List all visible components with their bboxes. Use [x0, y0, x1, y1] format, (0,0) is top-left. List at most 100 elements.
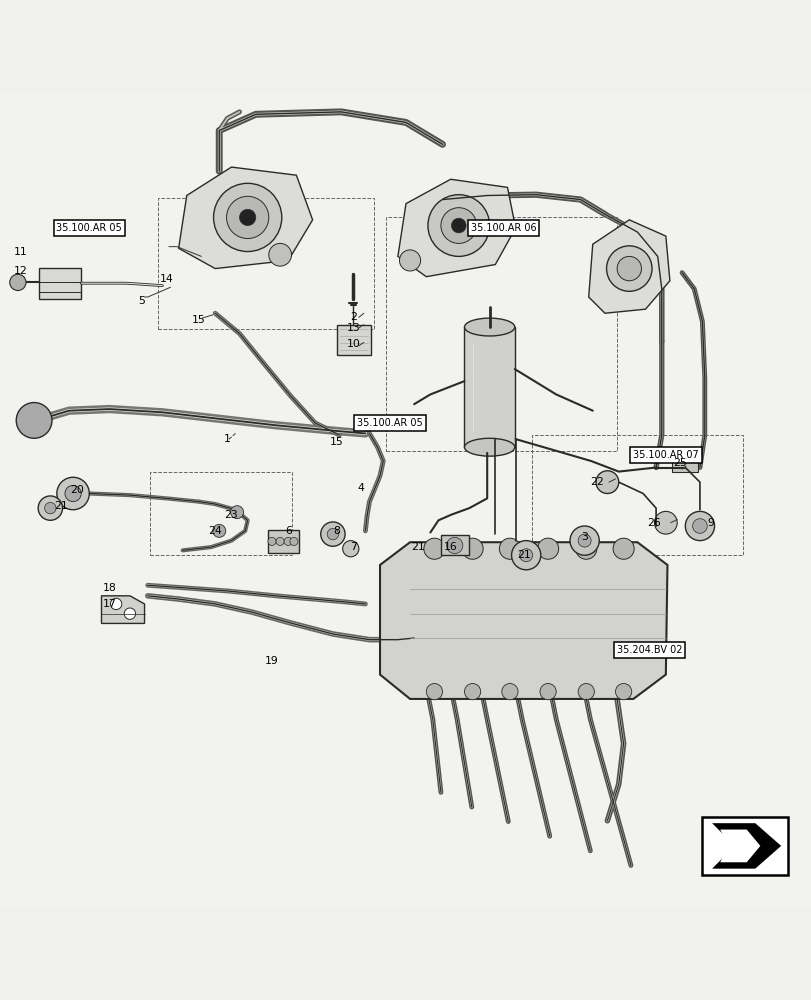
Text: 4: 4 — [358, 483, 364, 493]
Circle shape — [606, 246, 651, 291]
Circle shape — [57, 477, 89, 510]
Circle shape — [65, 485, 81, 502]
Circle shape — [342, 541, 358, 557]
Text: 24: 24 — [208, 526, 221, 536]
Circle shape — [692, 519, 706, 533]
Text: 21: 21 — [517, 550, 530, 560]
Bar — [672, 454, 697, 472]
Circle shape — [654, 511, 676, 534]
Circle shape — [499, 538, 520, 559]
Text: 17: 17 — [103, 599, 116, 609]
Circle shape — [539, 684, 556, 700]
Circle shape — [320, 522, 345, 546]
Text: 7: 7 — [350, 542, 356, 552]
Circle shape — [440, 208, 476, 243]
Circle shape — [327, 528, 338, 540]
Text: 35.100.AR 05: 35.100.AR 05 — [57, 223, 122, 233]
Text: 11: 11 — [14, 247, 27, 257]
Text: 5: 5 — [139, 296, 145, 306]
Text: 3: 3 — [581, 532, 587, 542]
Bar — [39, 268, 81, 299]
Polygon shape — [397, 179, 515, 277]
Circle shape — [461, 538, 483, 559]
Polygon shape — [178, 167, 312, 269]
Circle shape — [519, 549, 532, 562]
Circle shape — [423, 538, 444, 559]
Polygon shape — [711, 823, 780, 869]
Text: 35.204.BV 02: 35.204.BV 02 — [616, 645, 681, 655]
Text: 25: 25 — [673, 458, 686, 468]
Text: 13: 13 — [346, 323, 359, 333]
Circle shape — [615, 684, 631, 700]
Circle shape — [511, 541, 540, 570]
Text: 35.100.AR 07: 35.100.AR 07 — [633, 450, 697, 460]
Text: 16: 16 — [444, 542, 457, 552]
Bar — [464, 327, 514, 447]
Text: 9: 9 — [706, 518, 713, 528]
Text: 35.100.AR 05: 35.100.AR 05 — [357, 418, 422, 428]
Text: 26: 26 — [646, 518, 659, 528]
Circle shape — [464, 684, 480, 700]
Circle shape — [446, 537, 462, 554]
Circle shape — [427, 195, 489, 256]
Circle shape — [451, 218, 466, 233]
Ellipse shape — [464, 438, 514, 456]
Circle shape — [399, 250, 420, 271]
Polygon shape — [719, 830, 759, 862]
Circle shape — [124, 608, 135, 619]
Text: 15: 15 — [330, 437, 343, 447]
Circle shape — [426, 684, 442, 700]
Text: 21: 21 — [411, 542, 424, 552]
Circle shape — [212, 524, 225, 537]
Circle shape — [16, 403, 52, 438]
Ellipse shape — [464, 318, 514, 336]
Circle shape — [284, 537, 292, 545]
Circle shape — [10, 274, 26, 291]
Circle shape — [290, 537, 298, 545]
Circle shape — [569, 526, 599, 555]
Text: 20: 20 — [70, 485, 84, 495]
Circle shape — [577, 534, 590, 547]
Circle shape — [268, 537, 276, 545]
Polygon shape — [380, 542, 667, 699]
Circle shape — [110, 598, 122, 610]
Text: 19: 19 — [265, 656, 278, 666]
Text: 22: 22 — [590, 477, 603, 487]
Circle shape — [577, 684, 594, 700]
Text: 12: 12 — [14, 266, 27, 276]
Circle shape — [239, 209, 255, 226]
Bar — [531, 435, 742, 555]
Bar — [440, 535, 469, 555]
Text: 15: 15 — [192, 315, 205, 325]
Bar — [702, 817, 787, 875]
Circle shape — [45, 502, 56, 514]
Bar — [268, 530, 298, 553]
Text: 8: 8 — [333, 526, 340, 536]
Circle shape — [230, 506, 243, 519]
Text: 18: 18 — [103, 583, 116, 593]
Text: 35.100.AR 06: 35.100.AR 06 — [470, 223, 535, 233]
Circle shape — [616, 256, 641, 281]
Circle shape — [276, 537, 284, 545]
Circle shape — [612, 538, 633, 559]
Text: 2: 2 — [350, 312, 356, 322]
Circle shape — [213, 183, 281, 252]
Text: 1: 1 — [224, 434, 230, 444]
Circle shape — [501, 684, 517, 700]
Circle shape — [575, 538, 596, 559]
Circle shape — [595, 471, 618, 494]
Bar — [385, 217, 616, 451]
Polygon shape — [101, 596, 144, 623]
Text: 10: 10 — [345, 339, 360, 349]
Circle shape — [537, 538, 558, 559]
Bar — [150, 472, 292, 555]
Bar — [158, 198, 373, 329]
Circle shape — [684, 511, 714, 541]
Circle shape — [226, 196, 268, 239]
Polygon shape — [588, 220, 669, 313]
Bar — [337, 325, 371, 355]
Text: 21: 21 — [54, 501, 67, 511]
Circle shape — [268, 243, 291, 266]
Circle shape — [38, 496, 62, 520]
Text: 6: 6 — [285, 526, 291, 536]
